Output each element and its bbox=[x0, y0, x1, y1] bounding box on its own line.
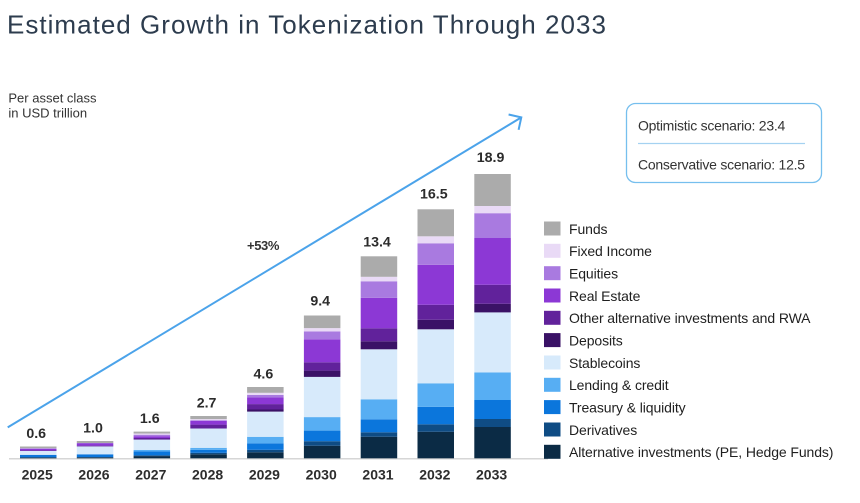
svg-text:Lending & credit: Lending & credit bbox=[569, 377, 669, 393]
svg-text:Real Estate: Real Estate bbox=[569, 288, 641, 304]
svg-text:2025: 2025 bbox=[22, 466, 53, 482]
svg-text:Funds: Funds bbox=[569, 221, 608, 237]
svg-text:Alternative investments (PE, H: Alternative investments (PE, Hedge Funds… bbox=[569, 444, 833, 460]
svg-text:2030: 2030 bbox=[306, 466, 337, 482]
svg-text:2028: 2028 bbox=[192, 466, 223, 482]
svg-text:4.6: 4.6 bbox=[254, 367, 274, 383]
svg-text:Derivatives: Derivatives bbox=[569, 422, 637, 438]
svg-text:Equities: Equities bbox=[569, 266, 618, 282]
svg-text:Stablecoins: Stablecoins bbox=[569, 355, 640, 371]
svg-text:1.0: 1.0 bbox=[83, 421, 103, 437]
svg-text:Other alternative investments: Other alternative investments and RWA bbox=[569, 310, 811, 326]
svg-text:Estimated Growth in Tokenizati: Estimated Growth in Tokenization Through… bbox=[7, 10, 607, 40]
svg-text:Treasury & liquidity: Treasury & liquidity bbox=[569, 400, 686, 416]
svg-text:18.9: 18.9 bbox=[477, 150, 505, 166]
svg-text:in USD trillion: in USD trillion bbox=[8, 106, 87, 121]
svg-text:2.7: 2.7 bbox=[197, 396, 217, 412]
svg-text:16.5: 16.5 bbox=[420, 186, 448, 202]
svg-text:2029: 2029 bbox=[249, 466, 280, 482]
svg-text:Conservative scenario: 12.5: Conservative scenario: 12.5 bbox=[638, 157, 805, 173]
svg-text:2032: 2032 bbox=[419, 466, 450, 482]
svg-text:Deposits: Deposits bbox=[569, 333, 623, 349]
svg-text:1.6: 1.6 bbox=[140, 411, 160, 427]
svg-text:Fixed Income: Fixed Income bbox=[569, 243, 652, 259]
svg-text:9.4: 9.4 bbox=[310, 294, 330, 310]
svg-text:2026: 2026 bbox=[78, 466, 109, 482]
svg-text:13.4: 13.4 bbox=[363, 235, 391, 251]
svg-text:+53%: +53% bbox=[247, 238, 280, 253]
svg-text:2033: 2033 bbox=[476, 466, 507, 482]
svg-text:Optimistic scenario: 23.4: Optimistic scenario: 23.4 bbox=[638, 118, 785, 134]
svg-text:Per asset class: Per asset class bbox=[8, 91, 97, 106]
svg-text:2027: 2027 bbox=[135, 466, 166, 482]
svg-text:0.6: 0.6 bbox=[26, 426, 46, 442]
svg-text:2031: 2031 bbox=[362, 466, 393, 482]
